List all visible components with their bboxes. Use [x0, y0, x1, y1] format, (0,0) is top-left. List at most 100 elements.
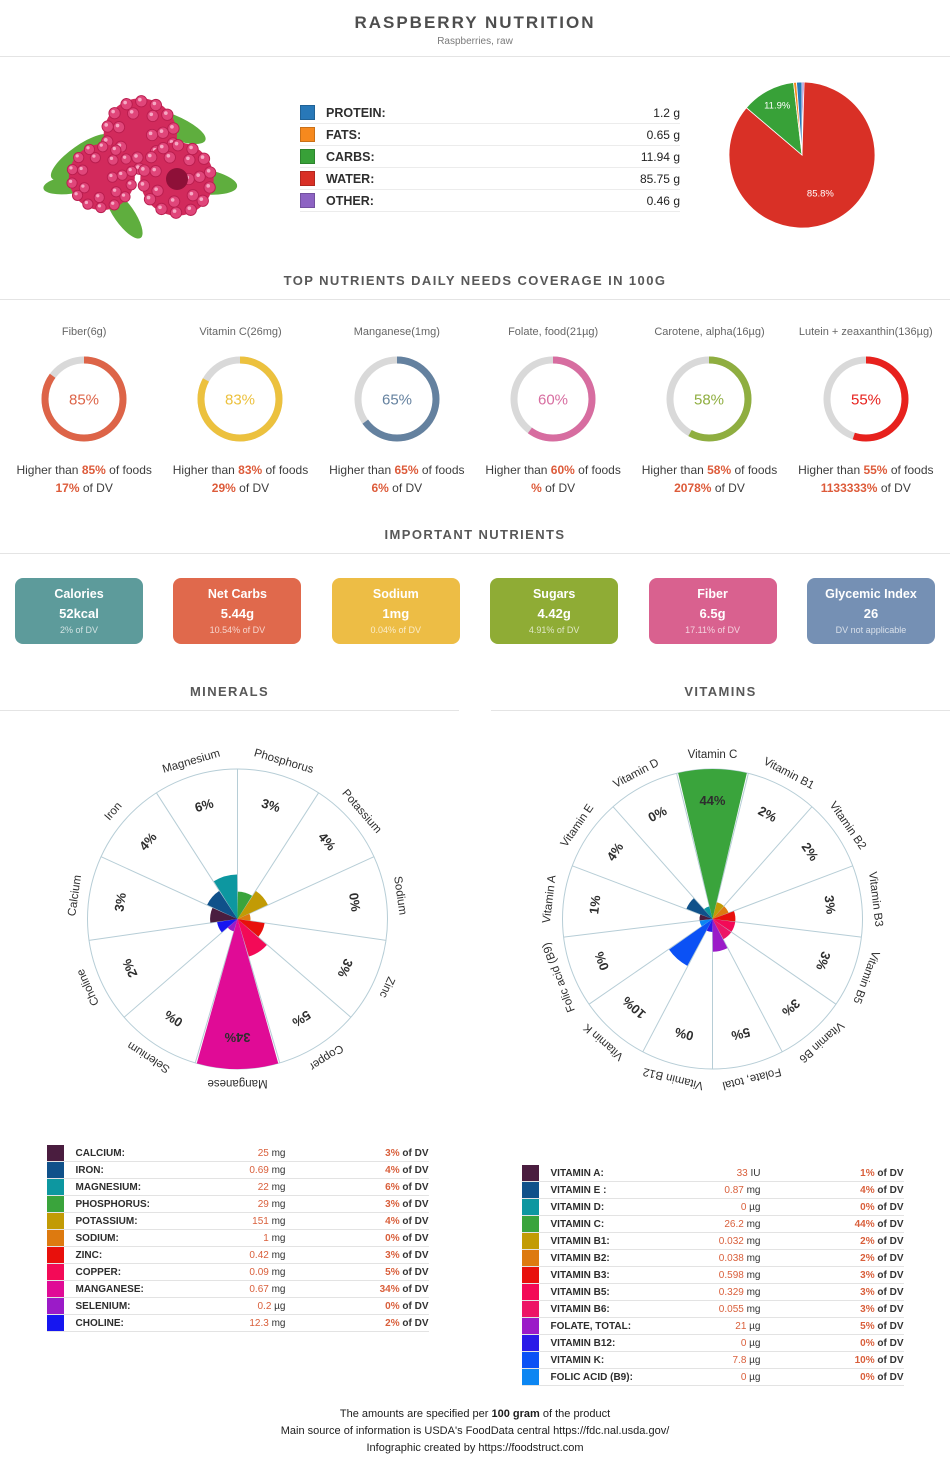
nutrient-amount-unit: µg	[746, 1372, 760, 1383]
gauge-dv-line: 2078% of DV	[631, 479, 787, 497]
nutrient-name: MAGNESIUM:	[76, 1182, 202, 1193]
gauge-percent: 55%	[851, 391, 881, 408]
nutrient-dv-suffix: of DV	[400, 1250, 429, 1261]
gauge-text: of DV	[389, 481, 422, 495]
nutrient-amount: 12.3 mg	[202, 1318, 286, 1329]
nutrient-amount-unit: mg	[744, 1270, 761, 1281]
nutrient-amount-unit: mg	[269, 1216, 286, 1227]
gauge-dv-line: 29% of DV	[162, 479, 318, 497]
nutrient-dv-suffix: of DV	[875, 1321, 904, 1332]
nutrient-amount: 0.2 µg	[202, 1301, 286, 1312]
gauge-dv-value: 17%	[55, 481, 79, 495]
nutrient-amount-unit: mg	[269, 1233, 286, 1244]
gauge-percent: 58%	[694, 391, 724, 408]
nutrient-amount-value: 0.2	[257, 1301, 271, 1312]
nutrient-dv-value: 6%	[385, 1182, 399, 1193]
nutrient-dv-suffix: of DV	[400, 1318, 429, 1329]
rose-category-label: Vitamin K	[581, 1021, 626, 1063]
rose-category-label: Sodium	[391, 875, 408, 915]
nutrient-amount-value: 0.09	[249, 1267, 268, 1278]
nutrient-amount-unit: mg	[744, 1287, 761, 1298]
nutrient-dv-value: 34%	[380, 1284, 400, 1295]
gauge-text: of DV	[877, 481, 910, 495]
table-swatch	[522, 1335, 539, 1351]
rose-category-label: Vitamin B2	[827, 800, 868, 852]
raspberry-berry	[138, 140, 216, 219]
nutrient-dv-suffix: of DV	[875, 1287, 904, 1298]
table-swatch	[522, 1182, 539, 1198]
gauge-rank-line: Higher than 65% of foods	[319, 461, 475, 479]
section-title-top-nutrients: TOP NUTRIENTS DAILY NEEDS COVERAGE IN 10…	[0, 261, 950, 300]
nutrient-dv-suffix: of DV	[400, 1148, 429, 1159]
gauge-title: Carotene, alpha(16µg)	[631, 326, 787, 352]
nutrient-dv-suffix: of DV	[400, 1284, 429, 1295]
nutrient-amount-unit: mg	[269, 1267, 286, 1278]
table-swatch	[47, 1145, 64, 1161]
nutrient-dv-suffix: of DV	[400, 1233, 429, 1244]
nutrient-name: VITAMIN B2:	[551, 1253, 677, 1264]
nutrient-name: VITAMIN B12:	[551, 1338, 677, 1349]
nutrient-dv-suffix: of DV	[875, 1355, 904, 1366]
rose-percent-label: 3%	[813, 950, 834, 973]
usda-link[interactable]: https://fdc.nal.usda.gov/	[553, 1425, 669, 1437]
rose-percent-label: 3%	[822, 894, 839, 915]
table-swatch	[522, 1199, 539, 1215]
gauge-rank-value: 58%	[707, 463, 731, 477]
nutrient-dv-value: 2%	[860, 1253, 874, 1264]
gauge-carotene: Carotene, alpha(16µg)58%Higher than 58% …	[631, 326, 787, 497]
table-swatch	[522, 1250, 539, 1266]
nutrient-amount: 0.69 mg	[202, 1165, 286, 1176]
gauge-rank-value: 65%	[394, 463, 418, 477]
gauge-rank-line: Higher than 83% of foods	[162, 461, 318, 479]
nutrient-dv-value: 2%	[385, 1318, 399, 1329]
rose-category-label: Vitamin B1	[761, 756, 816, 792]
nutrient-dv: 4% of DV	[860, 1185, 903, 1196]
nutrient-dv-suffix: of DV	[400, 1165, 429, 1176]
macro-label: PROTEIN:	[326, 106, 386, 120]
nutrient-dv-value: 0%	[860, 1372, 874, 1383]
macro-row: OTHER:0.46 g	[300, 190, 680, 212]
nutrient-amount: 151 mg	[202, 1216, 286, 1227]
nutrient-dv: 6% of DV	[385, 1182, 428, 1193]
card-dv: 4.91% of DV	[490, 625, 618, 635]
gauge-text: of foods	[731, 463, 777, 477]
gauge-dv-value: 29%	[212, 481, 236, 495]
nutrient-amount-unit: µg	[271, 1301, 285, 1312]
macro-value: 85.75 g	[640, 172, 680, 186]
pie-slice-label: 11.9%	[764, 100, 791, 111]
gauge-text: Higher than	[642, 463, 707, 477]
gauge-dv-value: %	[531, 481, 542, 495]
gauge-text: of foods	[262, 463, 308, 477]
nutrient-dv: 3% of DV	[860, 1287, 903, 1298]
rose-percent-label: 0%	[646, 803, 670, 825]
rose-category-label: Vitamin E	[559, 802, 597, 849]
gauge-donut: 83%	[194, 352, 286, 446]
gauge-title: Lutein + zeaxanthin(136µg)	[788, 326, 944, 352]
macro-value: 0.46 g	[647, 194, 680, 208]
gauge-text: Higher than	[173, 463, 238, 477]
rose-category-label: Copper	[307, 1042, 345, 1073]
nutrient-amount: 0 µg	[677, 1202, 761, 1213]
gauge-dv-line: 6% of DV	[319, 479, 475, 497]
nutrient-dv-suffix: of DV	[875, 1338, 904, 1349]
nutrient-dv-suffix: of DV	[875, 1253, 904, 1264]
macro-pie-svg: 85.8%11.9%	[726, 79, 878, 231]
nutrient-name: PHOSPHORUS:	[76, 1199, 202, 1210]
nutrient-dv: 0% of DV	[385, 1233, 428, 1244]
nutrient-dv-suffix: of DV	[875, 1219, 904, 1230]
gauge-rank-line: Higher than 58% of foods	[631, 461, 787, 479]
nutrient-amount-value: 0.69	[249, 1165, 268, 1176]
nutrient-amount-value: 22	[258, 1182, 269, 1193]
foodstruct-link[interactable]: https://foodstruct.com	[478, 1442, 583, 1454]
gauge-lutein: Lutein + zeaxanthin(136µg)55%Higher than…	[788, 326, 944, 497]
